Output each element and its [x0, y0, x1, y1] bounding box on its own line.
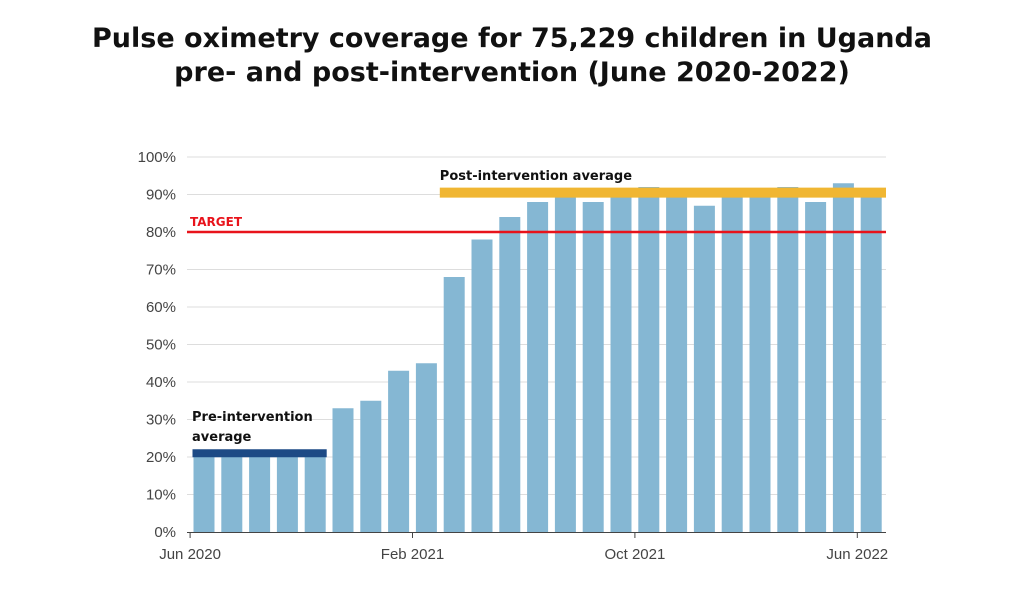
bar [332, 408, 354, 532]
bar [388, 370, 410, 532]
post-intervention-average-line [439, 187, 886, 198]
y-tick-label: 50% [146, 337, 176, 354]
bar [221, 457, 243, 532]
y-tick-label: 20% [146, 449, 176, 466]
bar [693, 205, 715, 532]
bar [860, 194, 882, 532]
reference-lines: TARGET Pre-intervention average Post-interv… [187, 169, 886, 458]
pre-intervention-label-line-1: Pre-intervention [192, 410, 313, 425]
bar [304, 457, 326, 532]
y-tick-label: 10% [146, 487, 176, 504]
chart-title: Pulse oximetry coverage for 75,229 child… [0, 22, 1024, 90]
bar [582, 202, 604, 532]
x-tick-label: Feb 2021 [381, 546, 444, 563]
chart-title-line-2: pre- and post-intervention (June 2020-20… [174, 57, 850, 88]
y-tick-label: 100% [138, 149, 176, 166]
target-label: TARGET [190, 215, 243, 229]
bar [443, 277, 465, 532]
bar [638, 187, 660, 532]
bar [554, 194, 576, 532]
y-tick-label: 40% [146, 374, 176, 391]
bar [471, 239, 493, 532]
y-tick-label: 60% [146, 299, 176, 316]
y-tick-label: 0% [154, 524, 176, 541]
y-tick-label: 80% [146, 224, 176, 241]
y-axis-ticks: 0% 10% 20% 30% 40% 50% 60% 70% 80% 90% 100% [138, 149, 176, 541]
bar [193, 457, 215, 532]
post-intervention-label: Post-intervention average [440, 169, 632, 184]
x-tick-label: Jun 2022 [826, 546, 888, 563]
bar [749, 190, 771, 532]
bar [499, 217, 521, 532]
y-tick-label: 90% [146, 187, 176, 204]
bar [777, 187, 799, 532]
bar [805, 202, 827, 532]
y-tick-label: 30% [146, 412, 176, 429]
bar [360, 400, 382, 532]
bar [666, 194, 688, 532]
bar [249, 457, 271, 532]
x-tick-label: Jun 2020 [159, 546, 221, 563]
bars [193, 183, 882, 532]
chart-title-line-1: Pulse oximetry coverage for 75,229 child… [91, 23, 932, 54]
y-tick-label: 70% [146, 262, 176, 279]
bar [721, 194, 743, 532]
x-tick-label: Oct 2021 [604, 546, 665, 563]
bar [527, 202, 549, 532]
bar [832, 183, 854, 532]
pre-intervention-label-line-2: average [192, 430, 252, 445]
pre-intervention-average-line [192, 449, 327, 458]
bar [276, 457, 298, 532]
bar [610, 190, 632, 532]
bar [415, 363, 437, 532]
x-axis-ticks: Jun 2020 Feb 2021 Oct 2021 Jun 2022 [159, 532, 888, 563]
